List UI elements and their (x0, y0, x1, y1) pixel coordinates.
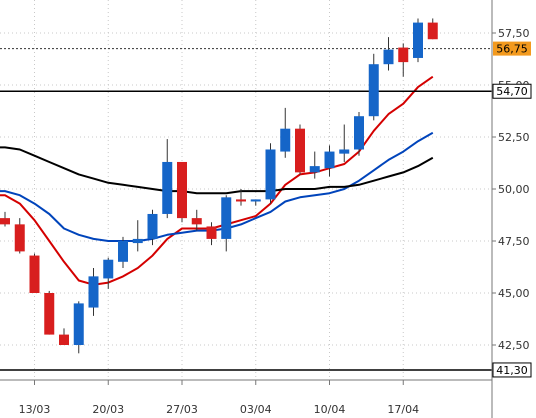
x-tick-label: 13/03 (19, 403, 51, 416)
candle (427, 18, 438, 40)
candle (103, 257, 114, 289)
level-label: 54,70 (496, 85, 528, 98)
candle-body (324, 151, 335, 169)
candle (177, 161, 187, 223)
candle-body (265, 149, 276, 200)
candle-body (29, 255, 40, 293)
candle-body (236, 199, 246, 202)
candle (132, 220, 143, 252)
level-label-box (492, 83, 532, 99)
candle-body (73, 303, 84, 345)
candle (147, 209, 158, 246)
candle-body (177, 161, 187, 219)
x-tick-label: 20/03 (92, 403, 124, 416)
candle (383, 37, 394, 71)
candle (368, 53, 379, 121)
x-tick-label: 27/03 (166, 403, 198, 416)
candle (250, 199, 261, 206)
y-tick-label: 57,50 (498, 27, 530, 40)
candle-body (132, 238, 143, 244)
candle-body (0, 218, 10, 225)
y-tick-label: 45,00 (498, 287, 530, 300)
level-label: 41,30 (496, 364, 528, 377)
candle-body (413, 22, 423, 58)
candle (398, 43, 409, 77)
candle-body (147, 213, 158, 239)
candle (339, 124, 350, 162)
candle (118, 236, 128, 269)
candle (413, 18, 423, 63)
candle (88, 268, 99, 316)
candle-body (368, 64, 379, 117)
candle (265, 143, 276, 204)
candle (221, 195, 232, 252)
x-axis-ticks: 13/03 20/03 27/03 03/04 10/04 17/04 (19, 380, 419, 416)
candle (354, 112, 364, 156)
candle-body (103, 259, 114, 279)
price-levels (0, 48, 492, 371)
candle (206, 222, 217, 246)
candle-body (280, 128, 291, 152)
candle-body (206, 226, 217, 239)
moving-average-line-3 (0, 146, 434, 195)
y-tick-label: 50,00 (498, 183, 530, 196)
candle-body (398, 47, 409, 63)
candle (44, 290, 55, 335)
candle-body (354, 116, 364, 150)
candle (0, 211, 10, 227)
candle (236, 189, 246, 206)
candle (29, 253, 40, 293)
candle (191, 209, 202, 231)
candle (59, 328, 69, 345)
grid (0, 0, 492, 380)
candle-body (118, 241, 128, 262)
candle (295, 124, 305, 175)
x-tick-label: 17/04 (387, 403, 419, 416)
candle-body (221, 197, 232, 239)
candle-body (427, 22, 438, 40)
candle (280, 107, 291, 158)
candle-body (250, 199, 261, 202)
last-price-label: 56,75 (496, 43, 528, 56)
last-price-label-box (493, 41, 531, 56)
x-tick-label: 03/04 (240, 403, 272, 416)
level-label-box (492, 362, 532, 378)
candle-body (44, 293, 55, 335)
candle (324, 145, 335, 177)
candle (309, 151, 320, 179)
candle (14, 218, 25, 254)
candle-body (162, 161, 173, 214)
y-tick-label: 42,50 (498, 339, 530, 352)
candle-body (339, 149, 350, 154)
candle-body (309, 166, 320, 173)
candle-body (59, 334, 69, 345)
price-labels: 54,70 41,30 56,75 (492, 41, 532, 378)
candle-body (295, 128, 305, 173)
x-tick-label: 10/04 (314, 403, 346, 416)
candles (0, 18, 438, 354)
y-tick-label: 47,50 (498, 235, 530, 248)
candle-body (14, 224, 25, 252)
y-tick-label: 52,50 (498, 131, 530, 144)
candle-body (383, 49, 394, 65)
candle-body (191, 218, 202, 225)
candle (162, 139, 173, 219)
candle (73, 301, 84, 354)
candle-body (88, 276, 99, 308)
